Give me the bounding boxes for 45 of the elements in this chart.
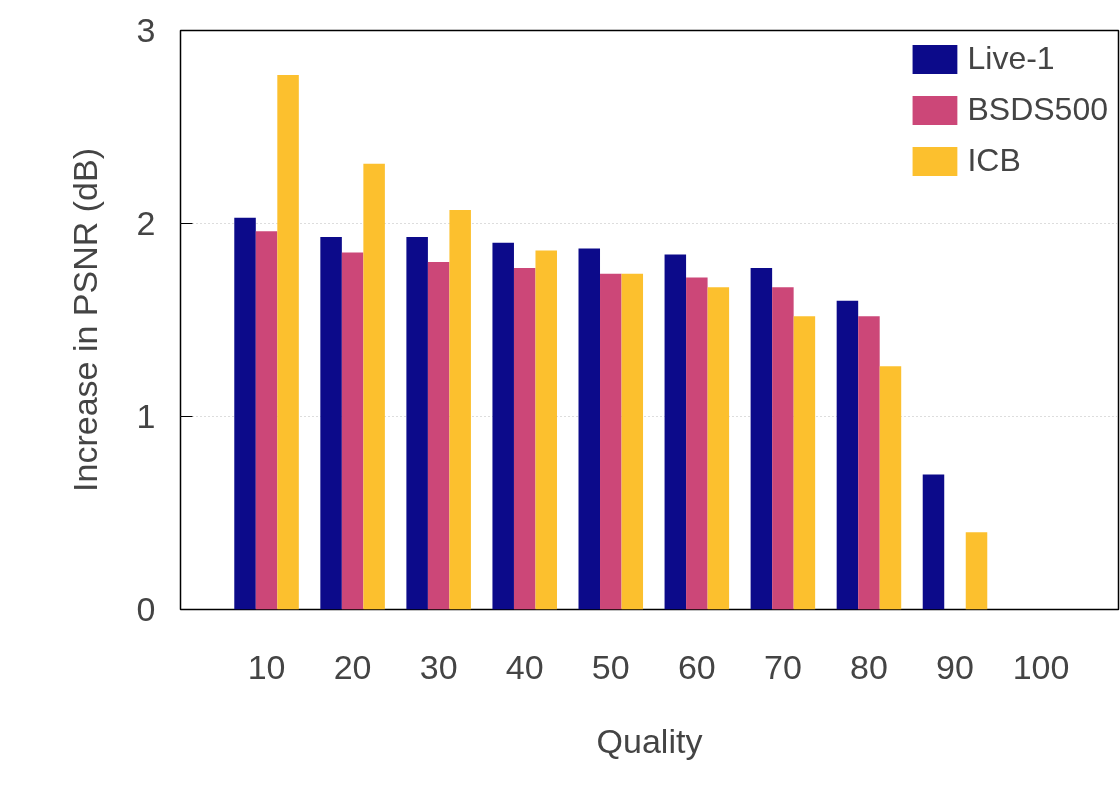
x-tick-label: 30 bbox=[419, 647, 458, 686]
bar bbox=[449, 209, 471, 610]
x-axis-title: Quality bbox=[596, 721, 703, 760]
bar bbox=[578, 248, 601, 610]
y-tick-label: 0 bbox=[136, 590, 156, 628]
bar bbox=[772, 287, 794, 610]
legend-label: BSDS500 bbox=[967, 91, 1108, 128]
bar bbox=[922, 474, 945, 610]
bar bbox=[277, 74, 299, 610]
x-tick-label: 90 bbox=[936, 647, 974, 686]
bar bbox=[793, 316, 816, 610]
bar bbox=[234, 217, 256, 610]
legend-label: Live-1 bbox=[967, 40, 1055, 77]
bar bbox=[858, 316, 880, 610]
x-tick-label: 10 bbox=[247, 647, 286, 686]
y-axis-title: Increase in PSNR (dB) bbox=[65, 148, 104, 492]
bar bbox=[707, 287, 730, 610]
x-tick-label: 100 bbox=[1012, 647, 1070, 686]
bar bbox=[621, 273, 644, 610]
bar bbox=[664, 254, 687, 610]
bar bbox=[427, 262, 450, 610]
x-tick-label: 20 bbox=[333, 647, 372, 686]
x-tick-label: 60 bbox=[677, 647, 716, 686]
bar bbox=[492, 242, 514, 610]
x-tick-label: 40 bbox=[505, 647, 544, 686]
bar bbox=[363, 163, 385, 610]
bar bbox=[320, 237, 342, 610]
x-tick-label: 80 bbox=[850, 647, 888, 686]
bar bbox=[965, 532, 988, 610]
y-tick-label: 1 bbox=[136, 397, 156, 435]
y-tick-label: 2 bbox=[136, 204, 156, 242]
y-tick-label: 3 bbox=[136, 11, 156, 49]
bar bbox=[836, 300, 859, 610]
bar bbox=[750, 267, 773, 610]
bar bbox=[686, 277, 708, 610]
x-tick-label: 70 bbox=[763, 647, 802, 686]
bar bbox=[406, 237, 428, 610]
bar bbox=[879, 366, 902, 610]
legend-label: ICB bbox=[967, 142, 1021, 179]
bar bbox=[255, 231, 278, 610]
bar bbox=[513, 267, 536, 610]
bar bbox=[600, 273, 622, 610]
bar bbox=[341, 252, 364, 610]
bar bbox=[535, 250, 557, 610]
x-tick-label: 50 bbox=[591, 647, 630, 686]
